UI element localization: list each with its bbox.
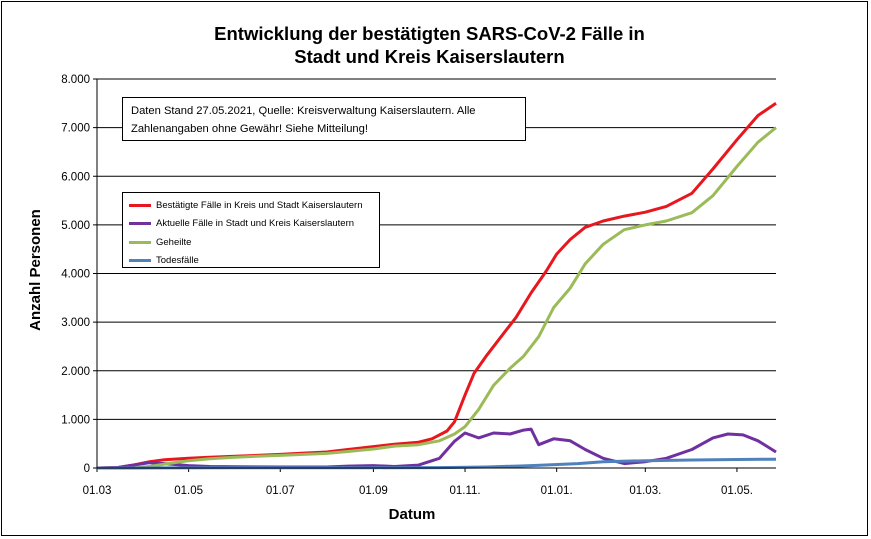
- y-tick-label: 1.000: [61, 414, 90, 426]
- legend-item: Bestätigte Fälle in Kreis und Stadt Kais…: [129, 196, 373, 215]
- data-source-note: Daten Stand 27.05.2021, Quelle: Kreisver…: [122, 97, 526, 141]
- legend-swatch: [129, 240, 151, 244]
- series-lines: [96, 102, 777, 470]
- y-tick-label: 5.000: [61, 220, 90, 232]
- legend-item: Aktuelle Fälle in Stadt und Kreis Kaiser…: [129, 215, 373, 234]
- x-tick-label: 01.05: [174, 485, 203, 497]
- x-tick-label: 01.03: [83, 485, 112, 497]
- x-tick-label: 01.09: [359, 485, 388, 497]
- y-tick-label: 6.000: [61, 171, 90, 183]
- x-axis-ticks: 01.03 01.05 01.07 01.09 01.11. 01.01. 01.03. 01…: [83, 468, 753, 497]
- legend-label: Aktuelle Fälle in Stadt und Kreis Kaiser…: [156, 218, 355, 230]
- y-axis-label: Anzahl Personen: [27, 209, 44, 331]
- y-tick-label: 4.000: [61, 269, 90, 281]
- y-tick-label: 7.000: [61, 123, 90, 135]
- legend-label: Geheilte: [156, 236, 192, 248]
- x-tick-label: 01.03.: [629, 485, 661, 497]
- legend: Bestätigte Fälle in Kreis und Stadt Kais…: [122, 192, 380, 268]
- x-tick-label: 01.01.: [541, 485, 573, 497]
- legend-swatch: [129, 203, 151, 207]
- x-tick-label: 01.07: [266, 485, 295, 497]
- series-line: [96, 102, 777, 470]
- chart-title: Entwicklung der bestätigten SARS-CoV-2 F…: [214, 23, 645, 67]
- legend-label: Bestätigte Fälle in Kreis und Stadt Kais…: [156, 199, 363, 211]
- series-line: [97, 126, 777, 470]
- legend-item: Todesfälle: [129, 252, 373, 271]
- y-tick-label: 8.000: [61, 74, 90, 86]
- x-axis-label: Datum: [389, 506, 436, 523]
- legend-swatch: [129, 222, 151, 226]
- legend-item: Geheilte: [129, 233, 373, 252]
- y-tick-label: 3.000: [61, 317, 90, 329]
- x-tick-label: 01.05.: [721, 485, 753, 497]
- y-axis-ticks: 0 1.000 2.000 3.000 4.000 5.000 6.000 7.000 8.00…: [61, 74, 97, 475]
- y-tick-label: 2.000: [61, 366, 90, 378]
- legend-label: Todesfälle: [156, 255, 199, 267]
- axes: [96, 79, 776, 469]
- x-tick-label: 01.11.: [449, 485, 480, 497]
- legend-swatch: [129, 259, 151, 263]
- y-tick-label: 0: [84, 463, 90, 475]
- grid-lines: [97, 78, 776, 420]
